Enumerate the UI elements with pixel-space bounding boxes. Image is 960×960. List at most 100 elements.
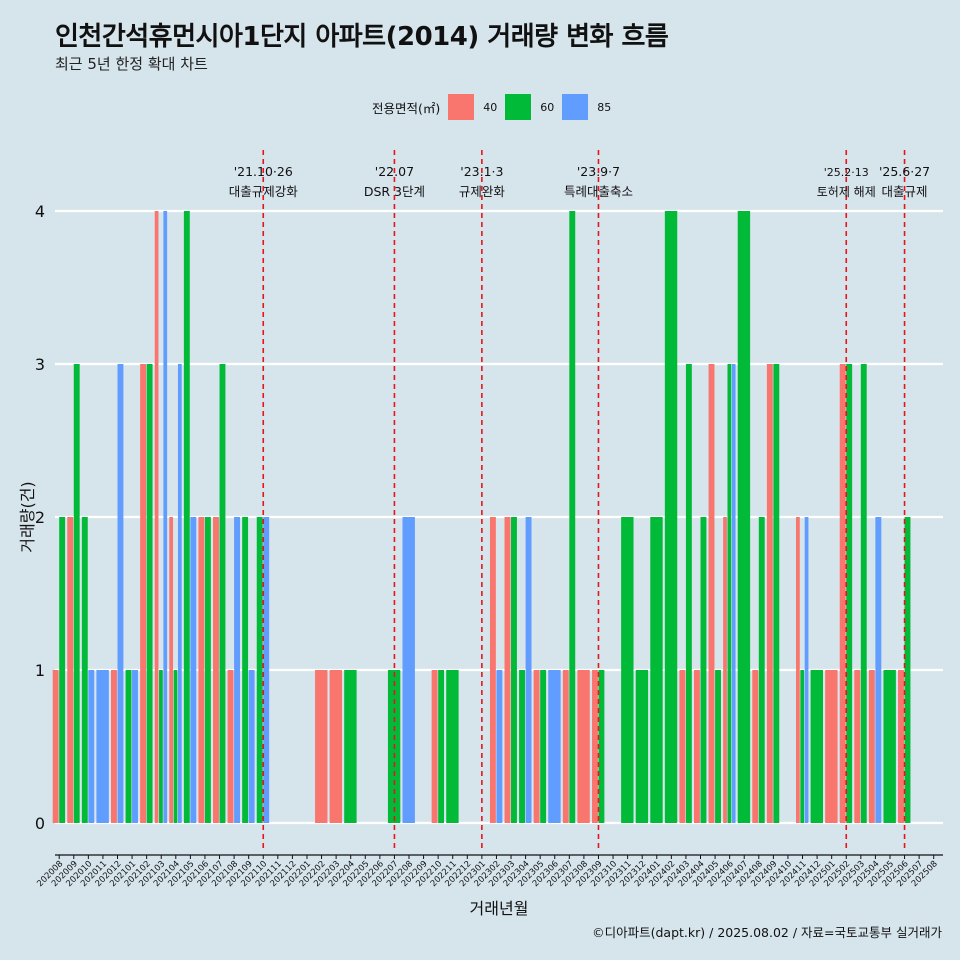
chart-subtitle: 최근 5년 한정 확대 차트 [55, 55, 208, 73]
legend-label-40: 40 [483, 100, 498, 114]
bar-202204-60 [344, 670, 357, 823]
bar-202101-60 [125, 670, 132, 823]
bar-202011-85 [96, 670, 109, 823]
bar-202306-85 [548, 670, 561, 823]
bar-202307-60 [569, 211, 576, 823]
bar-202305-60 [540, 670, 547, 823]
bar-202309-60 [598, 670, 605, 823]
bar-202312-60 [635, 670, 649, 823]
event-label-1: DSR 3단계 [364, 184, 425, 199]
bar-202102-40 [140, 364, 147, 823]
bar-202405-60 [715, 670, 721, 823]
bar-202102-60 [146, 364, 153, 823]
bar-202107-40 [213, 517, 219, 823]
bar-202302-85 [496, 670, 503, 823]
event-date-3: '23.9·7 [577, 164, 620, 179]
bar-202305-40 [533, 670, 540, 823]
bar-202210-40 [431, 670, 438, 823]
x-axis-title: 거래년월 [470, 899, 529, 918]
bar-202409-40 [766, 364, 773, 823]
bar-202502-60 [846, 364, 853, 823]
event-label-5: 대출규제 [882, 184, 928, 199]
bar-202104-40 [169, 517, 174, 823]
bar-202008-60 [59, 517, 66, 823]
bar-202404-60 [700, 517, 707, 823]
bar-202109-60 [242, 517, 249, 823]
bar-202405-40 [708, 364, 715, 823]
bar-202504-40 [868, 670, 875, 823]
bar-202506-60 [904, 517, 911, 823]
event-date-0: '21.10·26 [234, 164, 293, 179]
legend-title: 전용면적(㎡) [372, 100, 441, 116]
bar-202406-85 [731, 364, 736, 823]
y-tick-label: 2 [35, 508, 45, 527]
bar-202009-40 [67, 517, 74, 823]
bar-202103-40 [154, 211, 159, 823]
bar-202408-40 [752, 670, 759, 823]
bar-202012-85 [117, 364, 124, 823]
bar-202303-60 [511, 517, 517, 823]
bar-202401-60 [650, 517, 663, 823]
bar-202108-85 [234, 517, 240, 823]
bar-202105-60 [183, 211, 190, 823]
bar-202010-85 [88, 670, 95, 823]
bar-202103-60 [159, 670, 163, 823]
event-label-2: 규제완화 [459, 184, 506, 199]
bar-202109-85 [248, 670, 255, 823]
bar-202502-40 [839, 364, 846, 823]
bar-202105-85 [190, 517, 197, 823]
bar-202403-40 [679, 670, 686, 823]
bar-202309-40 [591, 670, 598, 823]
legend-swatch-85 [562, 94, 589, 120]
bar-202503-40 [854, 670, 861, 823]
bar-202208-85 [402, 517, 415, 823]
event-date-1: '22.07 [375, 164, 414, 179]
bar-202103-85 [163, 211, 168, 823]
y-tick-label: 4 [35, 202, 45, 221]
bar-202107-60 [219, 364, 226, 823]
bar-202104-60 [173, 670, 178, 823]
y-axis-title: 거래량(건) [18, 481, 37, 552]
legend-label-60: 60 [540, 100, 555, 114]
bar-202010-60 [81, 517, 88, 823]
bar-202012-40 [111, 670, 117, 823]
event-date-2: '23.1·3 [460, 164, 503, 179]
bar-202304-60 [519, 670, 525, 823]
legend-swatch-60 [505, 94, 532, 120]
bar-202503-60 [860, 364, 867, 823]
bar-202406-40 [723, 517, 727, 823]
bar-202110-60 [256, 517, 263, 823]
bar-202403-60 [685, 364, 692, 823]
event-label-0: 대출규제강화 [229, 184, 299, 199]
legend-label-85: 85 [597, 100, 612, 114]
bar-202009-60 [73, 364, 80, 823]
bar-202404-40 [694, 670, 700, 823]
bar-202202-40 [315, 670, 328, 823]
bar-202307-40 [562, 670, 569, 823]
legend-item-85: 85 [562, 94, 611, 120]
bar-202411-85 [804, 517, 809, 823]
bar-202308-40 [577, 670, 590, 823]
bar-202407-60 [737, 211, 751, 823]
bar-202411-60 [800, 670, 805, 823]
y-tick-label: 3 [35, 355, 45, 374]
bar-202106-40 [198, 517, 205, 823]
bar-202311-60 [621, 517, 634, 823]
y-tick-label: 1 [35, 661, 45, 680]
event-label-3: 특례대출축소 [564, 184, 633, 199]
event-label-4: 토허제 해제 [817, 185, 876, 199]
legend: 전용면적(㎡) 40 60 85 [372, 92, 619, 122]
bar-202108-40 [227, 670, 234, 823]
bar-202106-60 [204, 517, 211, 823]
bar-202304-85 [525, 517, 532, 823]
y-tick-label: 0 [35, 814, 45, 833]
bar-202505-60 [883, 670, 896, 823]
bar-202008-40 [52, 670, 59, 823]
legend-item-40: 40 [448, 94, 497, 120]
legend-item-60: 60 [505, 94, 554, 120]
bar-202406-60 [727, 364, 732, 823]
bar-202411-40 [796, 517, 800, 823]
bar-202302-40 [489, 517, 496, 823]
bar-202211-60 [446, 670, 459, 823]
